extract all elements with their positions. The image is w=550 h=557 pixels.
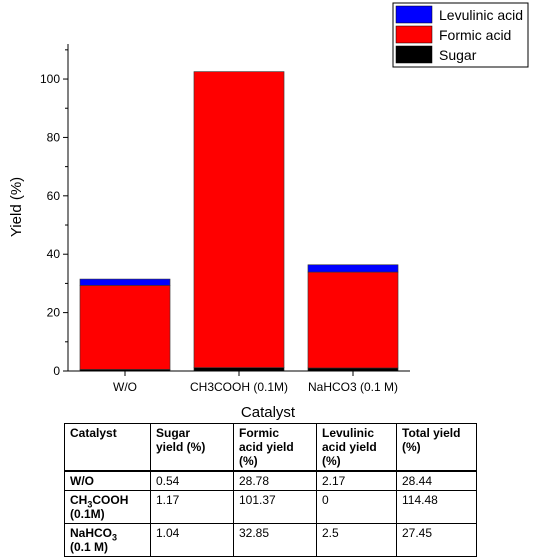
formic-yield-cell: 28.78	[233, 470, 317, 491]
levulinic-yield-cell: 2.17	[316, 470, 397, 491]
bar-segment	[307, 271, 399, 369]
legend-label: Formic acid	[439, 27, 511, 43]
legend-label: Levulinic acid	[439, 7, 523, 23]
x-tick-label: NaHCO3 (0.1 M)	[308, 380, 398, 394]
header-total-yield: Total yield (%)	[396, 423, 477, 472]
y-tick-label: 40	[47, 247, 61, 261]
header-text: acid yield	[239, 440, 294, 454]
header-sugar-yield: Sugar yield (%)	[150, 423, 234, 472]
x-ticks: W/O CH3COOH (0.1M) NaHCO3 (0.1 M)	[113, 371, 398, 394]
y-tick-label: 80	[47, 130, 61, 144]
formic-yield-cell: 32.85	[233, 523, 317, 557]
header-levulinic-yield: Levulinic acid yield (%)	[316, 423, 397, 472]
header-formic-yield: Formic acid yield (%)	[233, 423, 317, 472]
legend-swatch	[395, 45, 433, 64]
bar-segment	[307, 264, 399, 273]
total-yield-cell: 28.44	[396, 470, 477, 491]
header-text: Levulinic	[322, 426, 375, 440]
cell-text: (0.1M)	[70, 507, 105, 521]
header-text: (%)	[322, 454, 341, 468]
total-yield-cell: 27.45	[396, 523, 477, 557]
y-tick-label: 60	[47, 189, 61, 203]
header-catalyst: Catalyst	[64, 423, 151, 472]
bars-layer	[79, 71, 399, 372]
stacked-bar-chart: 0 20 40 60 80 100 W/O CH3COOH (0.1M) NaHCO3 (0.…	[8, 2, 529, 420]
table-row: CH3COOH (0.1M) 1.17 101.37 0 114.48	[64, 490, 477, 524]
catalyst-cell: CH3COOH (0.1M)	[64, 490, 151, 524]
y-tick-label: 0	[53, 364, 60, 378]
y-tick-label: 100	[40, 72, 60, 86]
table-header-row: Catalyst Sugar yield (%) Formic acid yie…	[64, 423, 477, 472]
table-row: W/O 0.54 28.78 2.17 28.44	[64, 470, 477, 491]
levulinic-yield-cell: 2.5	[316, 523, 397, 557]
header-text: (%)	[402, 440, 421, 454]
table-row: NaHCO3 (0.1 M) 1.04 32.85 2.5 27.45	[64, 523, 477, 557]
bar-segment	[193, 367, 285, 372]
bar-segment	[79, 285, 171, 370]
header-text: (%)	[239, 454, 258, 468]
header-text: Total yield	[402, 426, 461, 440]
cell-text: NaHCO3	[70, 526, 118, 543]
legend-label: Sugar	[439, 47, 477, 63]
yield-table: Catalyst Sugar yield (%) Formic acid yie…	[64, 423, 477, 557]
header-text: acid yield	[322, 440, 377, 454]
catalyst-cell: NaHCO3 (0.1 M)	[64, 523, 151, 557]
sugar-yield-cell: 1.04	[150, 523, 234, 557]
legend-swatch	[395, 25, 433, 44]
sugar-yield-cell: 0.54	[150, 470, 234, 491]
cell-text: CH3COOH	[70, 493, 129, 510]
y-tick-label: 20	[47, 306, 61, 320]
catalyst-cell: W/O	[64, 470, 151, 491]
total-yield-cell: 114.48	[396, 490, 477, 524]
y-ticks: 0 20 40 60 80 100	[40, 49, 68, 378]
cell-text: W/O	[70, 474, 94, 488]
header-text: Formic	[239, 426, 280, 440]
bar-segment	[79, 278, 171, 286]
cell-text: (0.1 M)	[70, 540, 109, 554]
x-tick-label: W/O	[113, 380, 137, 394]
header-text: yield (%)	[156, 440, 206, 454]
bar-segment	[193, 71, 285, 368]
sugar-yield-cell: 1.17	[150, 490, 234, 524]
formic-yield-cell: 101.37	[233, 490, 317, 524]
x-tick-label: CH3COOH (0.1M)	[190, 380, 288, 394]
header-text: Catalyst	[70, 426, 117, 440]
header-text: Sugar	[156, 426, 191, 440]
legend: Levulinic acid Formic acid Sugar	[392, 2, 529, 68]
x-axis-label: Catalyst	[241, 404, 296, 420]
levulinic-yield-cell: 0	[316, 490, 397, 524]
legend-swatch	[395, 5, 433, 24]
y-axis-label: Yield (%)	[8, 177, 25, 237]
